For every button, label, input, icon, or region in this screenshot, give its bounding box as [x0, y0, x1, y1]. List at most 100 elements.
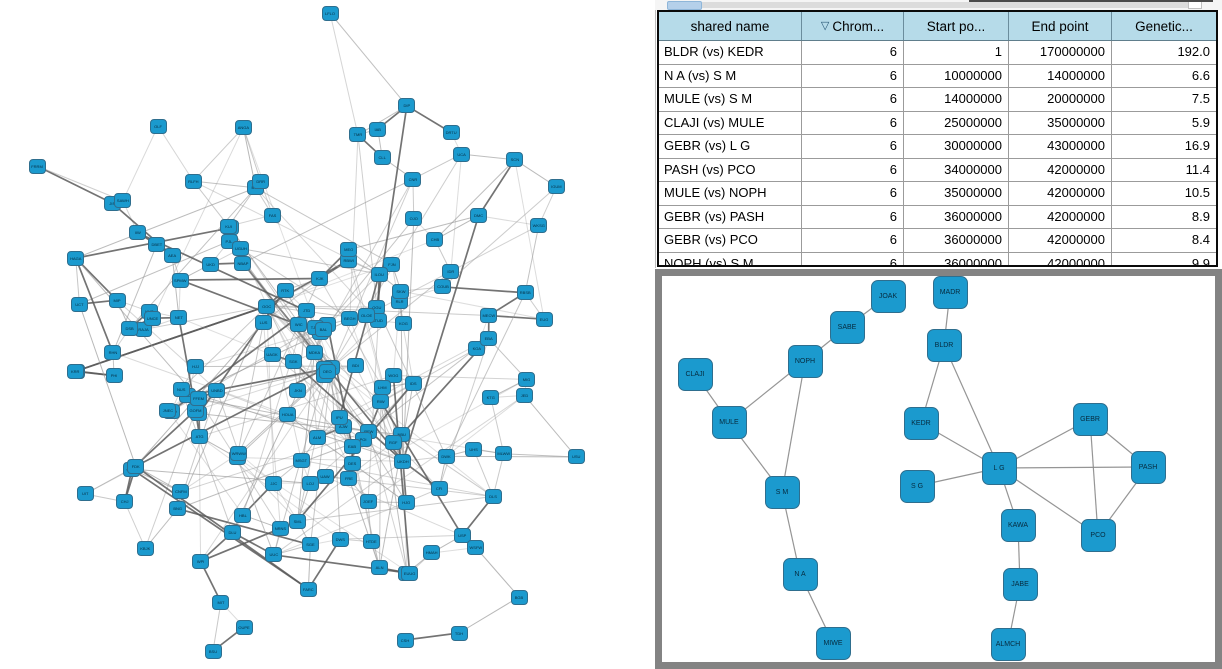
- network-node[interactable]: FDK: [127, 458, 145, 474]
- network-node[interactable]: ALMCH: [990, 627, 1026, 661]
- network-edge[interactable]: [379, 401, 382, 568]
- network-node[interactable]: FFEM: [190, 391, 208, 407]
- network-node[interactable]: DWS: [331, 531, 349, 547]
- network-node[interactable]: EUUG: [401, 565, 419, 581]
- table-cell[interactable]: 36000000: [904, 229, 1009, 252]
- network-node[interactable]: TDH: [450, 625, 468, 641]
- network-edge[interactable]: [137, 232, 308, 312]
- network-edge[interactable]: [75, 187, 256, 259]
- network-node[interactable]: UGUH: [232, 241, 250, 257]
- column-header-genetic[interactable]: Genetic...: [1112, 12, 1216, 40]
- table-cell[interactable]: GEBR (vs) PASH: [659, 205, 802, 228]
- network-node[interactable]: S M: [764, 475, 800, 509]
- network-edge[interactable]: [192, 180, 230, 227]
- network-node[interactable]: UHS: [465, 441, 483, 457]
- network-edge[interactable]: [157, 125, 194, 182]
- network-node[interactable]: KJK: [311, 271, 329, 286]
- table-cell[interactable]: 36000000: [904, 205, 1009, 228]
- network-node[interactable]: USU: [567, 449, 585, 465]
- network-edge[interactable]: [36, 165, 124, 202]
- table-cell[interactable]: GEBR (vs) PCO: [659, 229, 802, 252]
- table-cell[interactable]: 6: [802, 229, 904, 252]
- network-edge[interactable]: [131, 468, 309, 590]
- network-edge[interactable]: [524, 395, 577, 458]
- table-cell[interactable]: N A (vs) S M: [659, 64, 802, 87]
- network-node[interactable]: DLU: [223, 524, 241, 540]
- network-node[interactable]: RGF: [384, 434, 402, 450]
- network-edge[interactable]: [329, 12, 408, 107]
- network-edge[interactable]: [379, 382, 414, 568]
- network-edge[interactable]: [144, 410, 196, 549]
- network-edge[interactable]: [400, 290, 545, 320]
- network-node[interactable]: KTG: [482, 390, 500, 406]
- network-edge[interactable]: [273, 460, 404, 556]
- network-node[interactable]: USP: [453, 527, 471, 543]
- table-cell[interactable]: 6.6: [1191, 67, 1210, 83]
- table-cell[interactable]: 42000000: [1009, 158, 1112, 181]
- network-edge[interactable]: [380, 401, 408, 574]
- network-node[interactable]: CFI: [430, 481, 448, 497]
- network-edge[interactable]: [524, 225, 540, 293]
- table-cell[interactable]: 9.9: [1191, 255, 1210, 267]
- network-node[interactable]: IDS: [404, 375, 422, 391]
- network-edge[interactable]: [445, 395, 525, 457]
- network-node[interactable]: BSU: [204, 643, 222, 659]
- network-node[interactable]: JJC: [265, 475, 283, 491]
- network-edge[interactable]: [36, 165, 113, 204]
- network-node[interactable]: KUI: [220, 218, 238, 234]
- table-row[interactable]: GEBR (vs) L G 6 30000000 43000000 16.9: [659, 135, 1216, 159]
- network-node[interactable]: RBSB: [516, 285, 534, 301]
- network-node[interactable]: AEA: [163, 247, 181, 263]
- network-node[interactable]: MIP: [108, 292, 126, 308]
- table-cell[interactable]: 6: [802, 41, 904, 64]
- network-node[interactable]: UKD: [202, 256, 220, 272]
- network-edge[interactable]: [348, 249, 404, 462]
- table-cell[interactable]: PASH (vs) PCO: [659, 158, 802, 181]
- network-edge[interactable]: [199, 375, 394, 438]
- network-node[interactable]: DIP: [398, 98, 416, 114]
- network-node[interactable]: KRR: [66, 363, 84, 379]
- table-row[interactable]: BLDR (vs) KEDR 6 1 170000000 192.0: [659, 41, 1216, 65]
- network-edge[interactable]: [445, 292, 526, 457]
- table-cell[interactable]: 1: [904, 41, 1009, 64]
- network-node[interactable]: LOJ: [301, 475, 319, 491]
- network-edge[interactable]: [74, 257, 114, 353]
- table-row[interactable]: NOPH (vs) S M 6 36000000 42000000 9.9: [659, 252, 1216, 267]
- network-edge[interactable]: [401, 434, 494, 497]
- table-cell[interactable]: 6: [802, 182, 904, 205]
- network-node[interactable]: BNG: [169, 501, 187, 517]
- network-edge[interactable]: [124, 501, 146, 549]
- network-node[interactable]: GEBR: [1072, 402, 1108, 436]
- network-edge[interactable]: [320, 218, 415, 333]
- network-edge[interactable]: [75, 258, 80, 305]
- network-edge[interactable]: [74, 305, 267, 373]
- network-node[interactable]: RHN: [104, 345, 122, 361]
- network-edge[interactable]: [442, 186, 557, 288]
- network-edge[interactable]: [781, 360, 806, 493]
- network-edge[interactable]: [266, 306, 302, 461]
- network-node[interactable]: MEO: [340, 242, 358, 258]
- column-header-chromosome[interactable]: ▽ Chrom...: [802, 12, 904, 40]
- network-node[interactable]: JABE: [1002, 567, 1038, 601]
- network-edge[interactable]: [329, 12, 359, 135]
- network-node[interactable]: MIT: [212, 594, 230, 610]
- network-edge[interactable]: [122, 125, 159, 202]
- network-node[interactable]: PASH: [1130, 450, 1166, 484]
- network-node[interactable]: JNEC: [159, 402, 177, 418]
- network-node[interactable]: FAS: [264, 207, 281, 223]
- table-cell[interactable]: 25000000: [904, 111, 1009, 134]
- table-cell[interactable]: 10000000: [904, 64, 1009, 87]
- network-node[interactable]: DSB: [121, 320, 139, 336]
- table-cell[interactable]: 34000000: [904, 158, 1009, 181]
- network-node[interactable]: ATG: [191, 429, 209, 445]
- network-node[interactable]: IPU: [330, 410, 348, 426]
- table-cell[interactable]: GEBR (vs) L G: [659, 135, 802, 158]
- network-edge[interactable]: [273, 502, 407, 556]
- table-row[interactable]: CLAJI (vs) MULE 6 25000000 35000000 5.9: [659, 111, 1216, 135]
- table-row[interactable]: PASH (vs) PCO 6 34000000 42000000 11.4: [659, 158, 1216, 182]
- network-node[interactable]: WRWW: [230, 445, 248, 461]
- network-node[interactable]: HBL: [234, 507, 252, 523]
- network-edge[interactable]: [212, 602, 222, 652]
- network-edge[interactable]: [266, 305, 377, 308]
- network-node[interactable]: JOEF: [359, 494, 377, 510]
